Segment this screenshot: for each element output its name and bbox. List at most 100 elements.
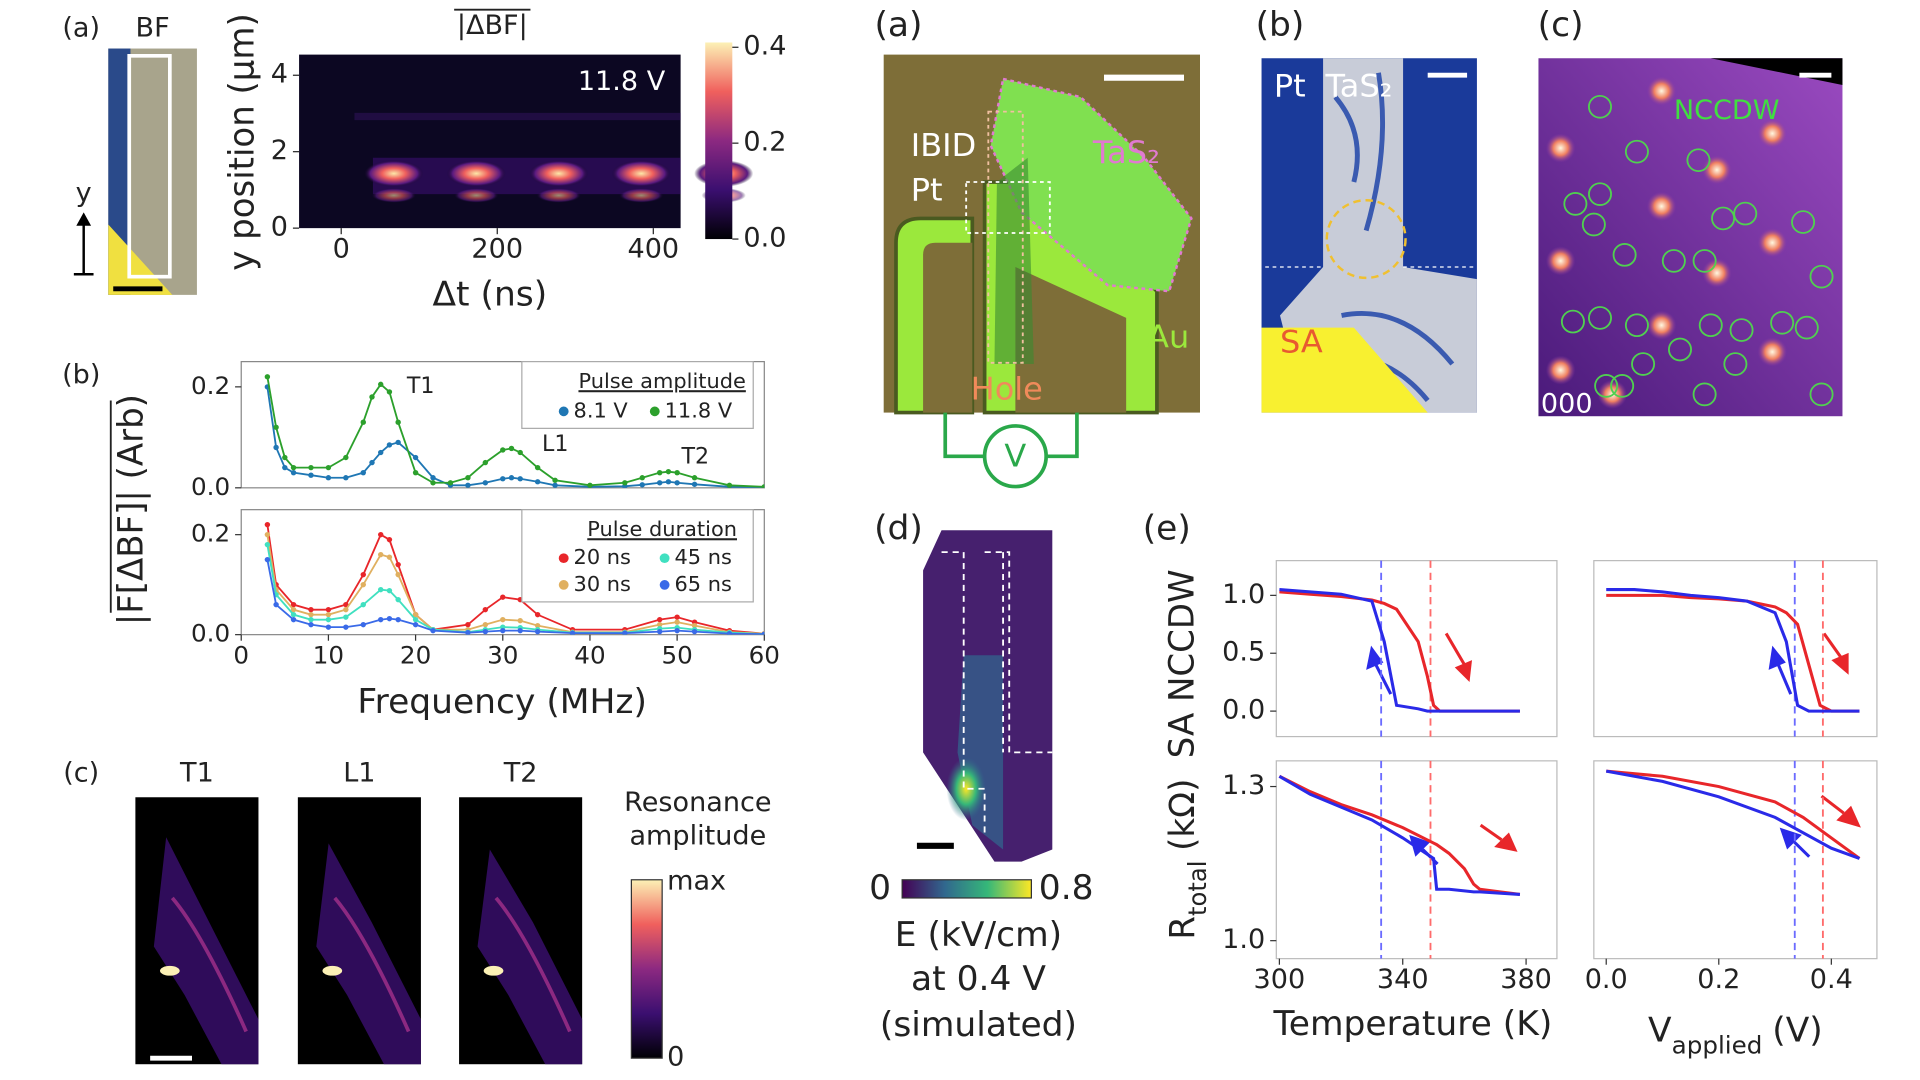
data-point (290, 470, 297, 476)
panel-label: (c) (63, 758, 99, 789)
plot-frame (1275, 560, 1558, 738)
data-point (264, 374, 271, 380)
x-tick-label: 0 (333, 234, 350, 265)
data-point (343, 624, 349, 630)
circuit (943, 412, 1079, 459)
heatmap-band (354, 112, 681, 121)
data-point (308, 472, 314, 478)
data-point (378, 531, 384, 538)
data-point (273, 444, 279, 451)
map-hotspot (483, 965, 504, 976)
map-hotspot (160, 965, 180, 976)
nccdw-ring (1794, 315, 1819, 340)
map-title: L1 (343, 758, 375, 789)
data-point (674, 614, 680, 620)
bragg-spot (1646, 191, 1677, 221)
panel-label: (e) (1143, 509, 1191, 549)
nccdw-ring (1698, 313, 1723, 338)
data-point (264, 541, 271, 548)
data-point (360, 571, 366, 578)
data-point (587, 482, 593, 488)
nccdw-ring (1588, 306, 1612, 330)
series-line (1606, 593, 1860, 713)
data-point (534, 479, 541, 485)
data-point (656, 621, 663, 628)
data-point (517, 449, 523, 456)
data-point (378, 381, 384, 388)
data-point (674, 470, 680, 476)
nccdw-ring (1729, 318, 1754, 342)
y-axis-label-sub: total (1182, 861, 1211, 916)
data-point (386, 389, 393, 395)
series-line (266, 534, 765, 635)
data-point (378, 551, 384, 558)
diffraction-image (1538, 58, 1843, 417)
x-tick-label: 400 (627, 234, 679, 265)
data-point (482, 606, 489, 613)
heatmap-blob (364, 160, 424, 187)
data-point (665, 468, 672, 475)
x-tick-label: 60 (749, 641, 780, 670)
data-point (465, 475, 471, 481)
data-point (622, 480, 628, 486)
data-point (656, 480, 663, 486)
data-point (465, 629, 471, 635)
map-streak (333, 896, 411, 1033)
plot-frame (1593, 760, 1878, 960)
data-point (665, 479, 672, 485)
data-point (369, 394, 375, 400)
data-point (465, 482, 471, 488)
x-tick-label: 300 (1254, 964, 1306, 995)
bf-roi (127, 54, 172, 279)
data-point (290, 611, 297, 618)
legend-label: 45 ns (674, 545, 731, 569)
y-axis-label-main: R (1162, 916, 1202, 940)
data-point (430, 627, 436, 634)
data-point (360, 419, 366, 425)
series-line (1279, 590, 1520, 713)
data-point (273, 601, 279, 608)
data-point (395, 596, 401, 603)
x-tick-label: 200 (471, 234, 523, 265)
data-point (282, 464, 288, 471)
data-point (386, 587, 393, 594)
y-tick-label: 1.0 (1222, 579, 1265, 610)
data-point (517, 476, 523, 482)
bragg-spot (1646, 76, 1677, 106)
data-point (482, 480, 489, 486)
data-point (412, 611, 419, 618)
data-point (726, 630, 733, 635)
x-tick-label: 10 (313, 641, 344, 670)
legend-label: 8.1 V (574, 398, 629, 422)
nccdw-ring (1594, 374, 1619, 398)
data-point (395, 616, 401, 623)
data-point (395, 439, 401, 446)
panel-label: (c) (1538, 5, 1584, 45)
data-point (386, 615, 393, 622)
data-point (761, 631, 765, 635)
data-point (264, 531, 271, 538)
data-point (674, 627, 680, 634)
data-point (325, 616, 332, 623)
plot-frame (1593, 560, 1878, 738)
nccdw-ring (1612, 243, 1637, 267)
data-point (508, 475, 515, 481)
data-point (552, 477, 558, 483)
label-au: Au (1147, 320, 1189, 356)
data-point (273, 424, 279, 430)
nccdw-ring (1581, 212, 1606, 237)
nccdw-ring (1560, 309, 1585, 334)
legend-title: Pulse duration (587, 517, 737, 541)
data-point (369, 459, 375, 466)
annotation: L1 (542, 432, 568, 457)
series-line (1606, 769, 1861, 860)
plot-frame (240, 361, 765, 489)
colorbar-tick-label: 0.2 (743, 127, 786, 158)
nccdw-ring (1686, 148, 1711, 173)
data-point (569, 630, 576, 635)
x-axis-label: Frequency (MHz) (357, 682, 647, 722)
data-point (325, 606, 332, 613)
data-point (378, 586, 384, 593)
data-point (325, 475, 332, 481)
